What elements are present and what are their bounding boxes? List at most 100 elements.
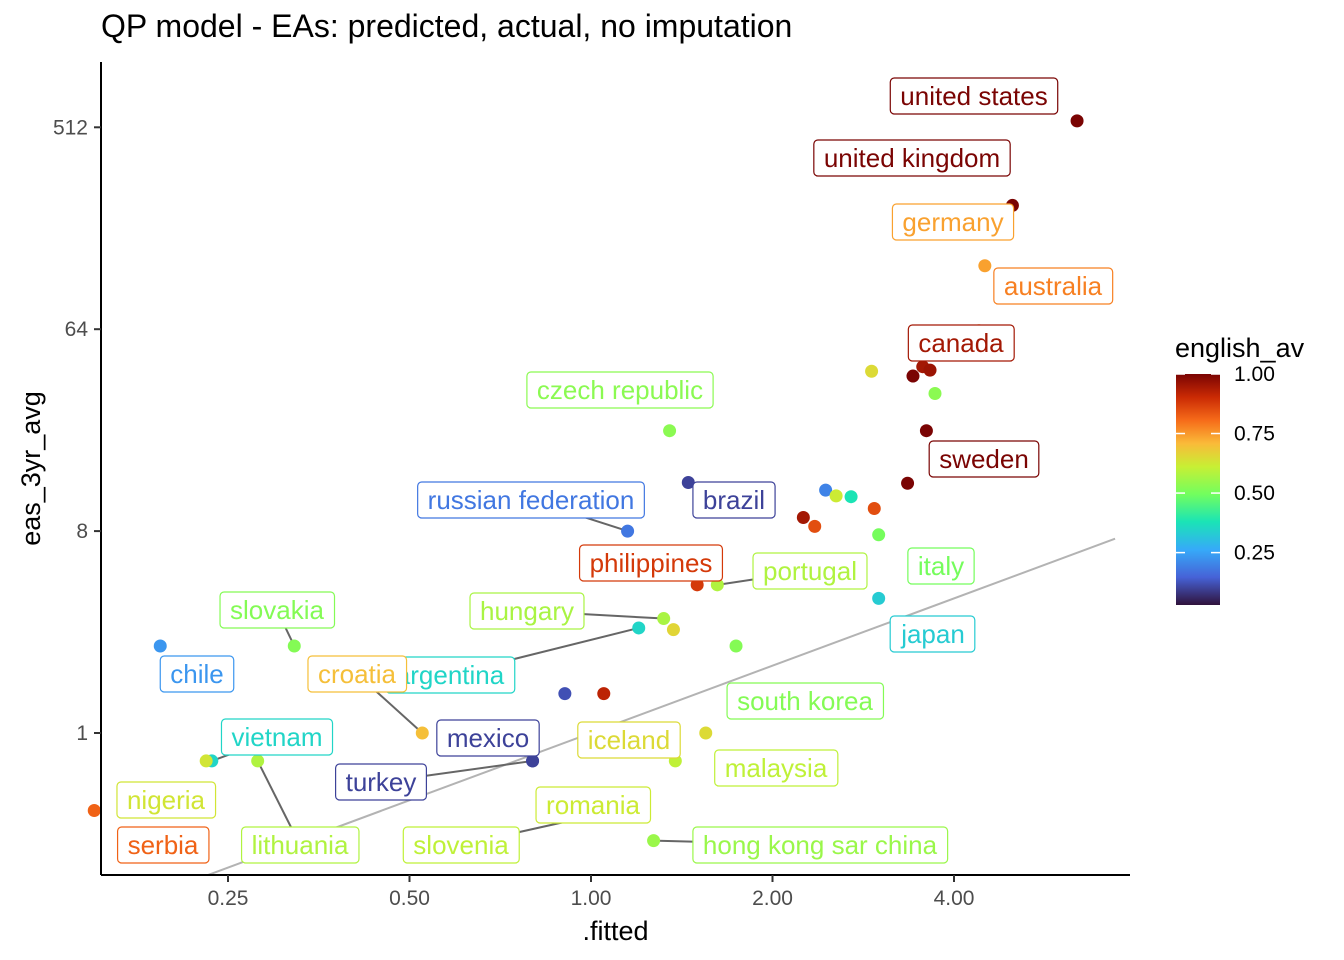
data-point [558, 687, 572, 701]
data-point [906, 369, 920, 383]
point-label: slovenia [402, 826, 520, 864]
point-label: croatia [307, 655, 408, 693]
x-axis-label: .fitted [582, 916, 648, 946]
point-label-text: malaysia [725, 753, 828, 783]
point-label-box [535, 786, 652, 824]
legend-tick-label: 0.75 [1234, 423, 1275, 446]
point-label: lithuania [240, 826, 360, 864]
point-label-box [907, 324, 1015, 362]
point-label-box [526, 371, 714, 409]
point-label: hungary [469, 592, 585, 630]
point-label-box [891, 203, 1015, 241]
data-point [87, 804, 101, 818]
data-point [901, 476, 915, 490]
data-point [153, 639, 167, 653]
data-point [919, 424, 933, 438]
data-point [729, 639, 743, 653]
point-label-box [469, 592, 585, 630]
point-label-text: turkey [346, 767, 417, 797]
point-label-text: brazil [703, 485, 765, 515]
point-label-box [334, 763, 428, 801]
point-label-text: canada [918, 328, 1004, 358]
point-label-text: mexico [447, 723, 529, 753]
legend-tick-label: 0.50 [1234, 482, 1275, 505]
point-label-text: italy [918, 551, 964, 581]
point-label-text: slovakia [230, 595, 324, 625]
x-tick-label: 1.00 [571, 887, 612, 910]
point-label-text: japan [900, 619, 965, 649]
point-label-text: serbia [128, 830, 199, 860]
y-tick-label: 64 [65, 318, 89, 341]
y-tick-label: 1 [76, 722, 88, 745]
point-label-box [889, 615, 976, 653]
point-label-box [436, 719, 540, 757]
point-label-box [116, 826, 210, 864]
point-label-text: czech republic [537, 375, 703, 405]
chart-title: QP model - EAs: predicted, actual, no im… [101, 8, 793, 44]
data-point [657, 612, 671, 626]
data-point [796, 511, 810, 525]
point-label-box [417, 481, 645, 519]
point-label-text: united kingdom [824, 143, 1000, 173]
point-label: japan [889, 615, 976, 653]
point-label: mexico [436, 719, 540, 757]
point-label-text: slovenia [413, 830, 509, 860]
data-point [526, 754, 540, 768]
y-tick-label: 512 [53, 116, 88, 139]
data-point [923, 363, 937, 377]
data-point [872, 591, 886, 605]
x-tick-label: 0.25 [208, 887, 249, 910]
point-label-box [220, 718, 334, 756]
data-point [872, 528, 886, 542]
point-label: hong kong sar china [692, 826, 949, 864]
point-label: canada [907, 324, 1015, 362]
point-label: chile [159, 655, 235, 693]
point-label-text: chile [170, 659, 223, 689]
point-label: united kingdom [813, 139, 1011, 177]
point-label: south korea [726, 682, 885, 720]
point-label-text: sweden [939, 444, 1029, 474]
point-label: united states [889, 77, 1059, 115]
point-label: nigeria [116, 781, 217, 819]
data-point [632, 621, 646, 635]
data-point [663, 424, 677, 438]
data-point [287, 639, 301, 653]
x-tick-label: 2.00 [752, 887, 793, 910]
point-label-text: philippines [590, 548, 713, 578]
point-label-text: romania [546, 790, 640, 820]
point-label-text: croatia [318, 659, 397, 689]
point-label-box [307, 655, 408, 693]
point-label: serbia [116, 826, 210, 864]
point-label: sweden [928, 440, 1040, 478]
point-label-box [578, 544, 724, 582]
point-label-text: vietnam [231, 722, 322, 752]
point-label-box [402, 826, 520, 864]
point-label-box [726, 682, 885, 720]
data-point [597, 687, 611, 701]
data-point [928, 387, 942, 401]
point-label: argentina [385, 656, 516, 694]
data-point [978, 259, 992, 273]
data-point [415, 726, 429, 740]
point-label-text: lithuania [252, 830, 349, 860]
point-label-text: argentina [396, 660, 505, 690]
point-label: brazil [692, 481, 776, 519]
point-label-text: iceland [588, 725, 670, 755]
point-label-box [577, 721, 681, 759]
point-label-text: nigeria [127, 785, 206, 815]
legend-tick-label: 1.00 [1234, 363, 1275, 386]
point-label: malaysia [714, 749, 839, 787]
point-label-text: russian federation [428, 485, 635, 515]
point-label: italy [907, 547, 975, 585]
point-label: australia [993, 267, 1114, 305]
point-label: turkey [334, 763, 428, 801]
point-label-box [159, 655, 235, 693]
data-point [867, 501, 881, 515]
point-label-text: germany [902, 207, 1003, 237]
point-label: portugal [752, 552, 868, 590]
data-point [647, 834, 661, 848]
x-tick-label: 0.50 [389, 887, 430, 910]
point-label-text: portugal [763, 556, 857, 586]
point-label-box [692, 826, 949, 864]
